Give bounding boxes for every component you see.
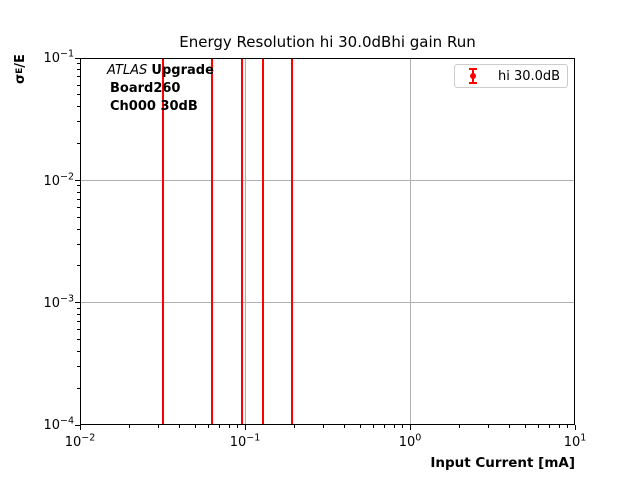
x-minor-tick: [158, 425, 160, 428]
x-gridline: [409, 58, 411, 425]
y-major-tick: [75, 179, 80, 181]
annotation-upgrade: Upgrade: [151, 63, 214, 78]
y-minor-tick: [77, 350, 80, 352]
y-tick-label: 10−2: [43, 171, 74, 189]
x-minor-tick: [558, 425, 560, 428]
legend-label: hi 30.0dB: [498, 68, 561, 84]
x-minor-tick: [393, 425, 395, 428]
plot-annotation: ATLAS Upgrade Board260 Ch000 30dB: [107, 62, 214, 116]
x-minor-tick: [323, 425, 325, 428]
y-minor-tick: [77, 121, 80, 123]
x-minor-tick: [548, 425, 550, 428]
errorbar-marker-cap-top: [469, 68, 477, 70]
x-tick-label: 10−1: [229, 433, 261, 451]
chart-title: Energy Resolution hi 30.0dBhi gain Run: [179, 33, 476, 51]
x-minor-tick: [294, 425, 296, 428]
y-minor-tick: [77, 321, 80, 323]
x-major-tick: [79, 425, 81, 430]
y-minor-tick: [77, 206, 80, 208]
y-gridline: [80, 302, 575, 304]
y-axis-label-suffix: /E: [12, 54, 28, 68]
x-minor-tick: [566, 425, 568, 428]
y-major-tick: [75, 302, 80, 304]
x-minor-tick: [537, 425, 539, 428]
annotation-line-1: ATLAS Upgrade: [107, 62, 214, 80]
x-minor-tick: [129, 425, 131, 428]
y-minor-tick: [77, 198, 80, 200]
y-minor-tick: [77, 63, 80, 65]
y-minor-tick: [77, 84, 80, 86]
y-minor-tick: [77, 191, 80, 193]
x-minor-tick: [218, 425, 220, 428]
y-minor-tick: [77, 307, 80, 309]
y-major-tick: [75, 424, 80, 426]
y-tick-label: 10−4: [43, 416, 74, 434]
x-minor-tick: [401, 425, 403, 428]
annotation-board: Board260: [110, 81, 181, 96]
y-minor-tick: [77, 94, 80, 96]
y-major-tick: [75, 57, 80, 59]
y-minor-tick: [77, 243, 80, 245]
annotation-channel: Ch000 30dB: [110, 99, 198, 114]
x-minor-tick: [488, 425, 490, 428]
error-bar: [241, 58, 244, 425]
y-minor-tick: [77, 185, 80, 187]
x-minor-tick: [524, 425, 526, 428]
error-bar: [290, 58, 293, 425]
x-minor-tick: [194, 425, 196, 428]
x-major-tick: [244, 425, 246, 430]
errorbar-marker-cap-bottom: [469, 82, 477, 84]
error-bar: [210, 58, 213, 425]
annotation-atlas: ATLAS: [107, 63, 148, 78]
x-major-tick: [574, 425, 576, 430]
x-tick-label: 100: [398, 433, 422, 451]
x-minor-tick: [343, 425, 345, 428]
y-axis-label-sigma: σ: [12, 73, 28, 84]
y-minor-tick: [77, 387, 80, 389]
legend: hi 30.0dB: [454, 64, 568, 88]
x-minor-tick: [383, 425, 385, 428]
x-minor-tick: [372, 425, 374, 428]
x-minor-tick: [178, 425, 180, 428]
y-axis-label-subscript: E: [15, 67, 25, 74]
x-major-tick: [409, 425, 411, 430]
x-tick-label: 10−2: [64, 433, 96, 451]
y-minor-tick: [77, 314, 80, 316]
x-gridline: [244, 58, 246, 425]
x-minor-tick: [207, 425, 209, 428]
y-gridline: [80, 179, 575, 181]
plot-border: [80, 58, 575, 425]
y-minor-tick: [77, 76, 80, 78]
x-tick-label: 101: [563, 433, 587, 451]
x-minor-tick: [236, 425, 238, 428]
error-bar: [162, 58, 165, 425]
error-bar: [261, 58, 264, 425]
y-minor-tick: [77, 106, 80, 108]
y-tick-label: 10−3: [43, 293, 74, 311]
y-minor-tick: [77, 265, 80, 267]
y-minor-tick: [77, 143, 80, 144]
y-tick-label: 10−1: [43, 49, 74, 67]
x-axis-label: Input Current [mA]: [430, 455, 575, 471]
x-minor-tick: [359, 425, 361, 428]
y-minor-tick: [77, 329, 80, 331]
y-minor-tick: [77, 216, 80, 218]
x-minor-tick: [508, 425, 510, 428]
x-minor-tick: [459, 425, 461, 428]
errorbar-marker-dot: [470, 73, 476, 79]
y-minor-tick: [77, 69, 80, 71]
x-minor-tick: [228, 425, 230, 428]
errorbar-marker-icon: [468, 68, 478, 84]
y-minor-tick: [77, 228, 80, 230]
y-minor-tick: [77, 366, 80, 368]
y-minor-tick: [77, 338, 80, 340]
